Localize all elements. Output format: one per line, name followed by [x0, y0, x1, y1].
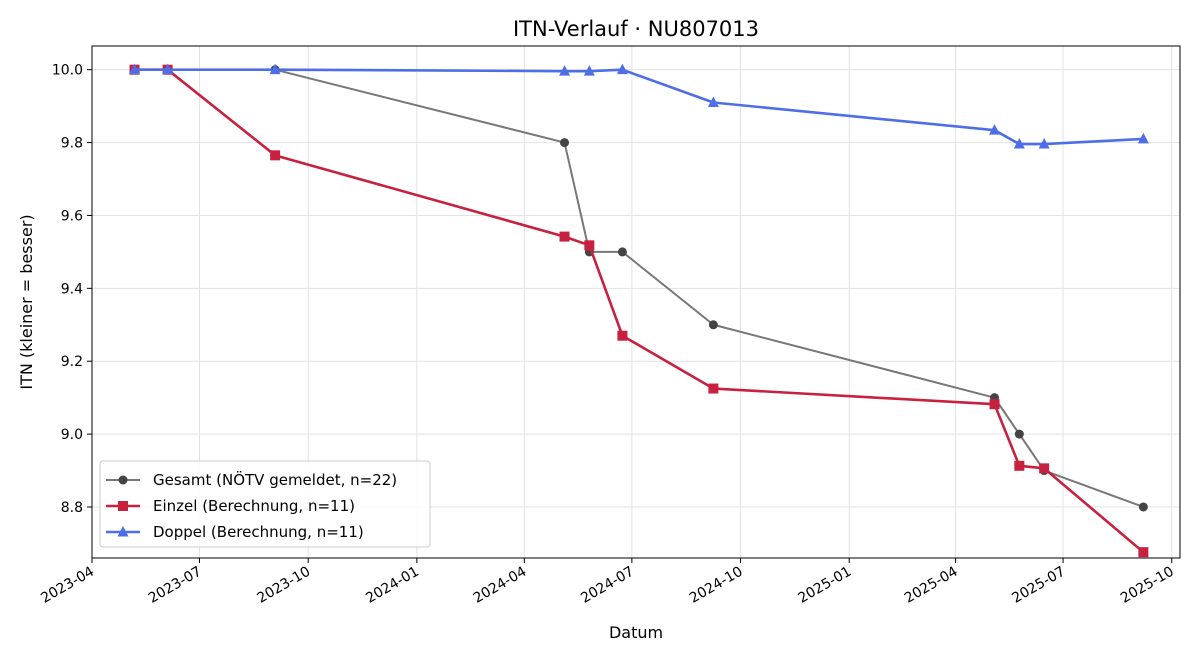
y-tick-label: 9.4	[61, 281, 83, 297]
y-axis-label: ITN (kleiner = besser)	[17, 214, 36, 389]
legend-entry: Doppel (Berechnung, n=11)	[106, 523, 364, 541]
legend-box	[99, 460, 431, 548]
data-point	[1138, 502, 1148, 512]
data-point	[617, 247, 627, 257]
data-point	[129, 63, 141, 75]
legend-label: Einzel (Berechnung, n=11)	[153, 497, 355, 515]
data-point	[616, 63, 628, 75]
series-layer	[129, 63, 1149, 558]
legend-marker	[118, 475, 128, 485]
y-tick-label: 9.2	[61, 354, 83, 370]
x-tick-label: 2023-04	[38, 564, 97, 607]
legend: Gesamt (NÖTV gemeldet, n=22) Einzel (Bere…	[99, 460, 431, 548]
x-axis-label: Datum	[609, 623, 663, 642]
data-point	[1014, 429, 1024, 439]
y-axis: 8.8 9.0 9.2 9.4 9.6 9.8 10.0	[52, 63, 92, 516]
data-point	[708, 320, 718, 330]
x-axis: 2023-04 2023-07 2023-10 2024-01 2024-04 2024-…	[38, 558, 1177, 607]
x-tick-label: 2025-10	[1118, 564, 1177, 607]
data-point	[270, 150, 281, 161]
x-tick-label: 2023-10	[255, 564, 314, 607]
x-tick-label: 2025-04	[902, 564, 961, 607]
chart-title: ITN-Verlauf · NU807013	[513, 17, 759, 41]
data-point	[989, 399, 1000, 410]
legend-label: Gesamt (NÖTV gemeldet, n=22)	[153, 470, 397, 489]
data-point	[989, 124, 1001, 135]
x-tick-label: 2024-07	[578, 564, 637, 607]
y-tick-label: 10.0	[52, 63, 83, 79]
data-point	[162, 63, 174, 75]
legend-label: Doppel (Berechnung, n=11)	[153, 523, 364, 541]
series-3	[129, 63, 1149, 149]
data-point	[1138, 547, 1149, 558]
legend-entry: Gesamt (NÖTV gemeldet, n=22)	[106, 470, 397, 489]
y-tick-label: 9.6	[61, 208, 83, 224]
data-point	[583, 65, 595, 76]
data-point	[617, 330, 628, 341]
data-point	[559, 65, 571, 76]
y-tick-label: 9.8	[61, 136, 83, 152]
legend-marker	[117, 526, 129, 537]
x-tick-label: 2024-10	[687, 564, 746, 607]
legend-marker	[118, 501, 128, 511]
y-tick-label: 8.8	[61, 500, 83, 516]
x-tick-label: 2024-01	[363, 564, 422, 607]
x-tick-label: 2024-04	[471, 564, 530, 607]
data-point	[707, 96, 719, 107]
x-tick-label: 2025-07	[1009, 564, 1068, 607]
data-point	[1038, 138, 1050, 149]
legend-entry: Einzel (Berechnung, n=11)	[106, 497, 355, 515]
data-point	[1137, 132, 1149, 144]
data-point	[560, 138, 570, 148]
data-point	[708, 383, 719, 394]
plot-frame	[91, 45, 1181, 559]
data-point	[1014, 460, 1025, 471]
data-point	[559, 231, 570, 242]
data-point	[584, 240, 595, 251]
data-point	[1039, 463, 1050, 474]
x-tick-label: 2023-07	[146, 564, 205, 607]
data-point	[269, 63, 281, 75]
data-point	[1013, 138, 1025, 149]
y-tick-label: 9.0	[61, 427, 83, 443]
x-tick-label: 2025-01	[796, 564, 855, 607]
